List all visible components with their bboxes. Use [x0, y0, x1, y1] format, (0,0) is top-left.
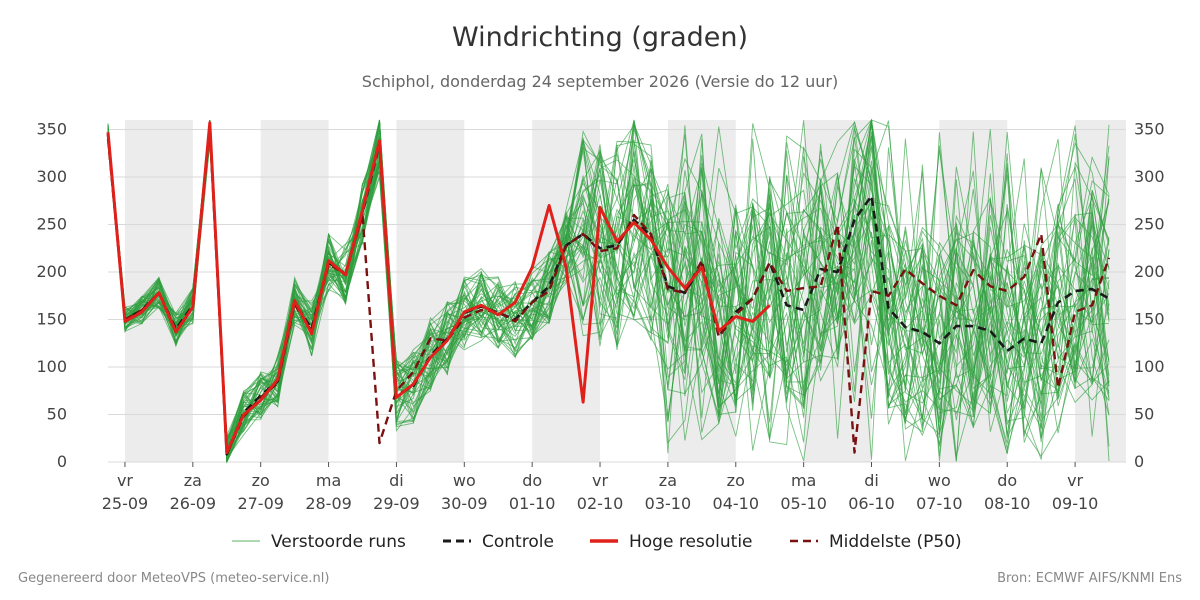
y-tick-label-right: 100	[1134, 357, 1165, 376]
x-tick-day: zo	[727, 471, 745, 490]
x-tick-date: 08-10	[984, 494, 1031, 513]
y-tick-label: 100	[36, 357, 67, 376]
x-tick-date: 29-09	[373, 494, 420, 513]
x-tick-date: 02-10	[577, 494, 624, 513]
x-tick-day: za	[184, 471, 202, 490]
member-line	[107, 119, 1110, 463]
footer-source: Bron: ECMWF AIFS/KNMI Ens	[997, 571, 1182, 586]
legend: Verstoorde runs Controle Hoge resolutie Mid…	[232, 532, 962, 552]
x-tick-day: vr	[1067, 471, 1083, 490]
x-axis: vr 25-09 za 26-09 zo 27-09 ma 28-09 di 29-09 wo 30-…	[102, 462, 1099, 513]
x-tick-date: 01-10	[509, 494, 556, 513]
series-hires	[106, 121, 771, 454]
y-axis-right: 0 50 100 150 200 250 300 350	[1134, 120, 1165, 472]
x-tick-date: 27-09	[237, 494, 284, 513]
legend-label-median: Middelste (P50)	[829, 532, 962, 552]
day-band	[396, 120, 465, 462]
member-line	[107, 122, 1110, 455]
y-tick-label-right: 200	[1134, 262, 1165, 281]
x-tick-day: vr	[117, 471, 133, 490]
legend-label-members: Verstoorde runs	[271, 532, 406, 552]
member-line	[107, 128, 1110, 458]
y-tick-label: 0	[57, 452, 67, 471]
y-tick-label-right: 0	[1134, 452, 1144, 471]
member-line	[107, 136, 1110, 463]
y-tick-label: 250	[36, 215, 67, 234]
y-tick-label: 200	[36, 262, 67, 281]
member-line	[107, 119, 1110, 444]
chart-subtitle: Schiphol, donderdag 24 september 2026 (V…	[361, 72, 839, 91]
x-tick-date: 26-09	[170, 494, 217, 513]
chart-title: Windrichting (graden)	[451, 22, 749, 53]
main-series	[106, 121, 1111, 456]
y-tick-label-right: 300	[1134, 167, 1165, 186]
legend-label-hires: Hoge resolutie	[629, 532, 753, 552]
series-median	[106, 125, 1111, 456]
member-line	[107, 119, 1110, 462]
x-tick-day: ma	[791, 471, 816, 490]
x-tick-date: 04-10	[713, 494, 760, 513]
y-tick-label-right: 350	[1134, 120, 1165, 139]
x-tick-date: 25-09	[102, 494, 149, 513]
y-tick-label: 150	[36, 310, 67, 329]
x-tick-date: 03-10	[645, 494, 692, 513]
x-tick-day: do	[522, 471, 542, 490]
legend-label-control: Controle	[482, 532, 554, 552]
footer-credit: Gegenereerd door MeteoVPS (meteo-service…	[18, 571, 330, 586]
x-tick-day: zo	[252, 471, 270, 490]
x-tick-date: 05-10	[780, 494, 827, 513]
y-tick-label-right: 150	[1134, 310, 1165, 329]
ensemble-members	[107, 118, 1110, 464]
y-tick-label-right: 250	[1134, 215, 1165, 234]
member-line	[107, 127, 1110, 462]
y-tick-label: 50	[47, 405, 67, 424]
y-tick-label: 300	[36, 167, 67, 186]
x-tick-day: do	[997, 471, 1017, 490]
y-tick-label-right: 50	[1134, 405, 1154, 424]
x-tick-date: 30-09	[441, 494, 488, 513]
member-line	[107, 119, 1110, 463]
member-line	[107, 125, 1110, 463]
x-tick-date: 09-10	[1052, 494, 1099, 513]
x-tick-day: wo	[453, 471, 476, 490]
x-tick-day: di	[389, 471, 404, 490]
y-axis-left: 0 50 100 150 200 250 300 350	[36, 120, 67, 472]
x-tick-day: wo	[928, 471, 951, 490]
member-line	[107, 119, 1110, 447]
x-tick-day: ma	[316, 471, 341, 490]
x-tick-day: vr	[592, 471, 608, 490]
x-tick-date: 07-10	[916, 494, 963, 513]
x-tick-date: 06-10	[848, 494, 895, 513]
x-tick-date: 28-09	[305, 494, 352, 513]
x-tick-day: di	[864, 471, 879, 490]
x-tick-day: za	[659, 471, 677, 490]
y-tick-label: 350	[36, 120, 67, 139]
